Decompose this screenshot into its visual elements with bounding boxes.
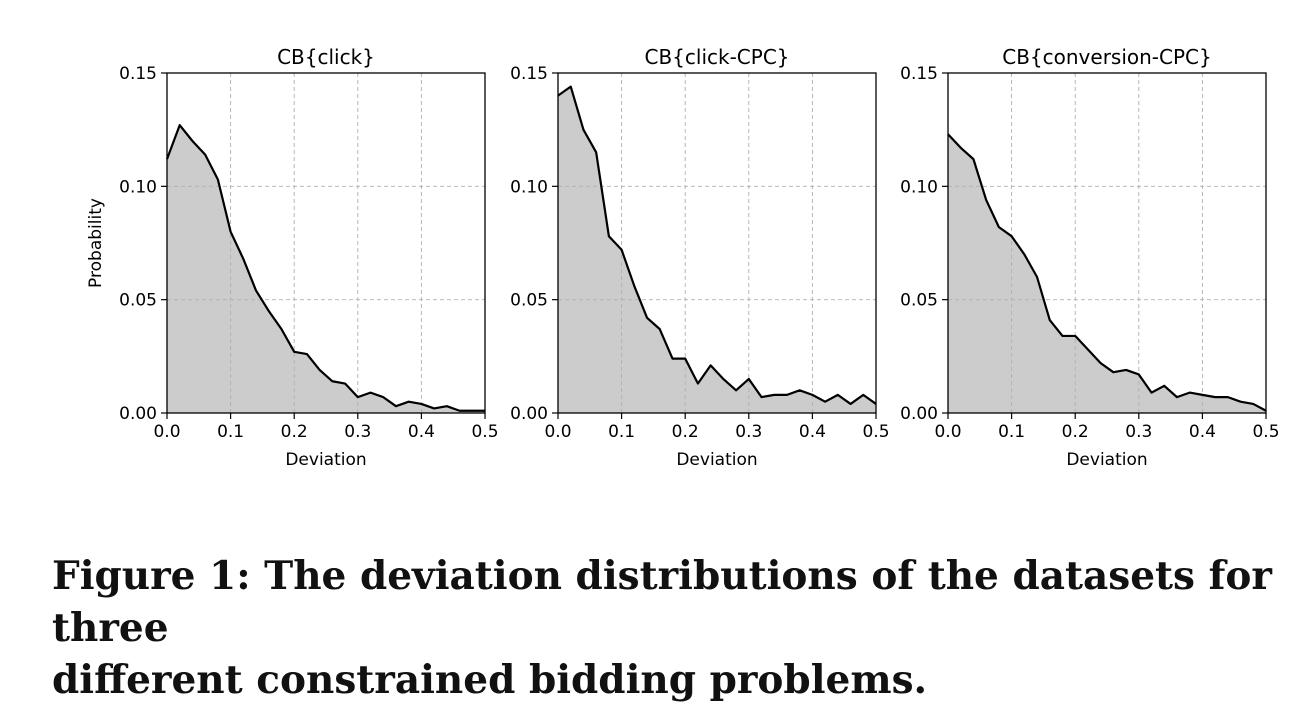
plot-frame [557,72,877,414]
caption-line-1: Figure 1: The deviation distributions of… [52,553,1272,651]
x-tick-label: 0.2 [672,422,699,442]
x-tick-label: 0.0 [544,422,571,442]
series-line [557,85,877,406]
series-line [947,133,1267,412]
y-tick-label: 0.05 [119,291,157,311]
x-tick-label: 0.3 [344,422,371,442]
figure-caption: Figure 1: The deviation distributions of… [52,550,1292,706]
x-tick-label: 0.4 [408,422,435,442]
x-tick-label: 0.1 [608,422,635,442]
area-fill [167,125,485,413]
y-tick-label: 0.10 [900,177,938,197]
chart-title: CB{click} [277,45,375,69]
y-tick-label: 0.10 [119,177,157,197]
chart-title: CB{conversion-CPC} [1002,45,1212,69]
y-tick-label: 0.00 [119,404,157,424]
caption-line-2: different constrained bidding problems. [52,657,928,703]
chart-panel-1: 0.0 0.1 0.2 0.3 0.4 0.5 0.00 0.05 0.10 0.15 CB{cli… [86,45,499,470]
x-tick-label: 0.5 [471,422,498,442]
y-tick-label: 0.15 [510,64,548,84]
y-tick-label: 0.10 [510,177,548,197]
plot-frame [166,72,486,414]
x-axis-label: Deviation [1066,450,1147,470]
x-tick-label: 0.3 [735,422,762,442]
x-tick-label: 0.5 [1252,422,1279,442]
y-tick-label: 0.05 [510,291,548,311]
y-tick-label: 0.15 [900,64,938,84]
area-fill [558,86,876,413]
x-tick-label: 0.4 [799,422,826,442]
x-tick-label: 0.3 [1125,422,1152,442]
x-tick-label: 0.4 [1189,422,1216,442]
y-axis-label: Probability [86,198,106,288]
series-line [165,124,485,412]
x-tick-label: 0.1 [217,422,244,442]
area-fill [948,134,1266,413]
chart-title: CB{click-CPC} [644,45,789,69]
plot-frame [947,72,1267,414]
x-tick-label: 0.1 [998,422,1025,442]
x-tick-label: 0.0 [153,422,180,442]
x-axis-label: Deviation [285,450,366,470]
chart-panel-2: 0.0 0.1 0.2 0.3 0.4 0.5 0.00 0.05 0.10 0.15 CB{cli… [510,45,889,470]
x-tick-label: 0.0 [934,422,961,442]
figure-charts: 0.0 0.1 0.2 0.3 0.4 0.5 0.00 0.05 0.10 0.15 CB{cli… [86,45,1280,470]
x-tick-label: 0.5 [862,422,889,442]
y-tick-label: 0.00 [510,404,548,424]
y-tick-label: 0.00 [900,404,938,424]
y-tick-label: 0.15 [119,64,157,84]
y-tick-label: 0.05 [900,291,938,311]
chart-panel-3: 0.0 0.1 0.2 0.3 0.4 0.5 0.00 0.05 0.10 0.15 CB{con… [900,45,1279,470]
x-tick-label: 0.2 [281,422,308,442]
x-axis-label: Deviation [676,450,757,470]
x-tick-label: 0.2 [1062,422,1089,442]
